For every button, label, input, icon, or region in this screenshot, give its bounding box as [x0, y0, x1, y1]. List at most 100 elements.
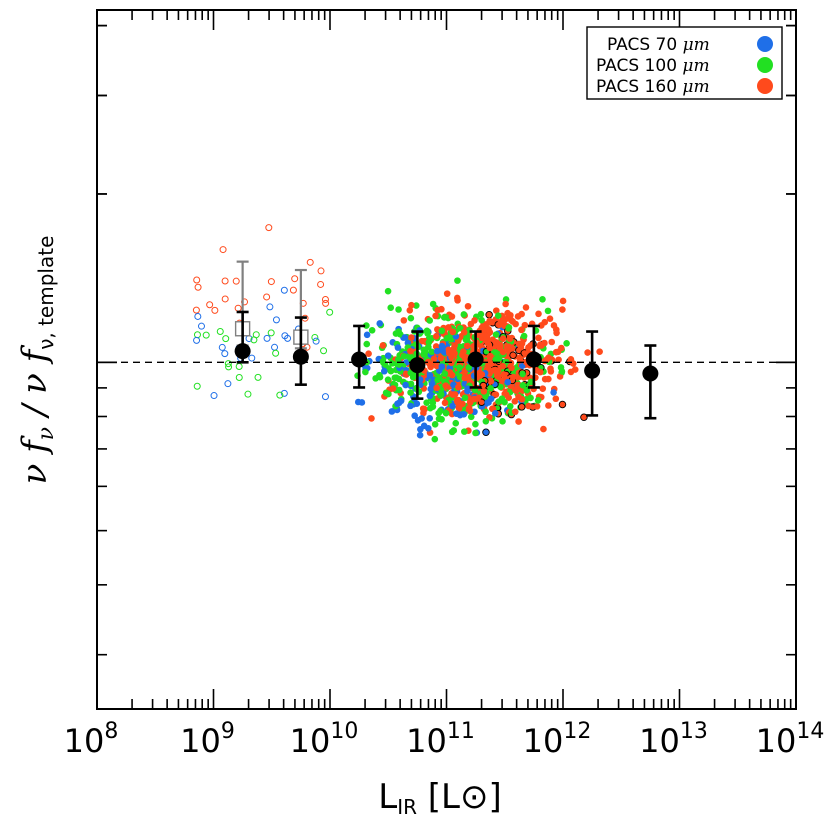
point-pacs70	[401, 334, 409, 341]
binned-means	[234, 310, 659, 420]
point-pacs100	[428, 348, 435, 356]
point-pacs70-open	[221, 350, 229, 358]
point-pacs100	[362, 368, 369, 376]
x-tick-label-9: 109	[180, 719, 235, 760]
point-pacs100	[499, 418, 506, 425]
point-pacs70-open	[224, 380, 232, 388]
point-pacs160	[539, 385, 547, 392]
point-pacs160-open	[232, 277, 240, 285]
point-pacs100	[519, 382, 527, 389]
point-pacs100	[482, 417, 490, 425]
point-pacs160	[511, 398, 519, 405]
point-pacs160	[433, 362, 440, 370]
point-pacs160-open	[211, 306, 219, 314]
point-pacs70-open	[194, 312, 202, 320]
point-pacs100	[387, 304, 395, 312]
point-pacs70	[404, 339, 412, 347]
point-pacs100-open	[320, 347, 328, 355]
point-pacs160	[499, 362, 507, 370]
point-pacs160	[509, 351, 517, 359]
point-pacs160	[466, 399, 474, 406]
point-pacs100	[505, 325, 512, 332]
point-pacs70	[504, 378, 512, 386]
point-pacs160	[365, 350, 372, 357]
point-pacs70	[460, 411, 468, 418]
point-pacs160	[406, 307, 414, 314]
point-pacs160	[569, 360, 577, 367]
point-pacs160	[552, 395, 560, 403]
point-pacs160	[552, 348, 560, 356]
point-pacs100	[435, 415, 443, 423]
bin-mean-marker	[292, 348, 309, 365]
point-pacs160	[438, 305, 445, 313]
point-pacs160	[502, 391, 510, 398]
bin-mean-0	[234, 310, 251, 364]
point-pacs160	[461, 368, 468, 376]
point-pacs160	[533, 403, 541, 410]
point-pacs160	[508, 364, 515, 372]
point-pacs160	[455, 383, 462, 391]
point-pacs160	[552, 326, 560, 334]
point-pacs100	[558, 368, 566, 375]
bin-mean-6	[584, 330, 601, 417]
point-pacs160-open	[263, 293, 271, 301]
legend-entry-2: PACS 160 μm	[596, 77, 710, 97]
point-pacs160	[459, 400, 466, 408]
point-pacs70	[402, 381, 409, 389]
point-pacs100	[423, 399, 430, 406]
point-pacs100	[395, 386, 403, 394]
point-pacs100	[376, 371, 383, 379]
point-pacs100-open	[276, 391, 284, 399]
point-pacs160-open	[221, 295, 229, 303]
point-pacs160	[478, 371, 486, 378]
point-pacs70	[420, 422, 428, 430]
point-pacs100	[400, 352, 408, 360]
x-tick-label-14: 1014	[756, 719, 825, 760]
point-pacs160	[493, 369, 501, 377]
point-pacs160	[460, 348, 467, 355]
point-pacs70-open	[272, 316, 280, 324]
bin-mean-marker	[409, 357, 426, 374]
point-pacs100	[435, 409, 442, 417]
point-pacs70-open	[266, 303, 274, 311]
point-pacs160	[408, 301, 415, 309]
point-pacs100-open	[193, 382, 201, 390]
point-pacs160	[518, 340, 526, 347]
point-pacs160	[521, 321, 529, 329]
x-tick-label-13: 1013	[639, 719, 708, 760]
point-pacs100	[478, 316, 485, 324]
point-pacs160	[500, 371, 507, 378]
legend-marker-160um	[757, 78, 773, 94]
point-pacs160	[474, 395, 481, 402]
point-pacs160	[535, 334, 542, 342]
point-pacs100	[387, 367, 395, 375]
point-pacs70-open	[218, 343, 226, 351]
point-pacs160	[408, 334, 415, 341]
bin-mean-marker	[467, 351, 484, 368]
point-pacs100	[407, 314, 415, 322]
point-pacs160	[512, 320, 519, 328]
point-pacs160-open	[317, 280, 325, 288]
legend-marker-70um	[757, 36, 773, 52]
point-pacs100	[497, 383, 504, 391]
point-pacs100	[460, 311, 468, 318]
point-pacs100	[494, 312, 502, 319]
point-pacs70-open	[193, 336, 201, 344]
point-pacs160	[497, 318, 505, 326]
point-pacs100	[539, 296, 546, 303]
point-pacs160	[454, 398, 461, 406]
x-tick-label-11: 1011	[406, 719, 475, 760]
legend-marker-100um	[757, 57, 773, 73]
point-pacs160	[454, 297, 461, 304]
point-pacs160	[446, 368, 454, 376]
point-pacs160	[506, 335, 514, 343]
point-pacs100	[527, 394, 534, 402]
legend-entry-0: PACS 70 μm	[607, 35, 710, 55]
point-pacs70	[464, 385, 471, 392]
point-pacs100	[395, 306, 402, 313]
point-pacs160	[558, 344, 565, 352]
point-pacs160	[556, 373, 564, 380]
point-pacs100	[492, 331, 500, 338]
point-pacs160	[535, 310, 542, 318]
bin-mean-marker	[351, 351, 368, 368]
